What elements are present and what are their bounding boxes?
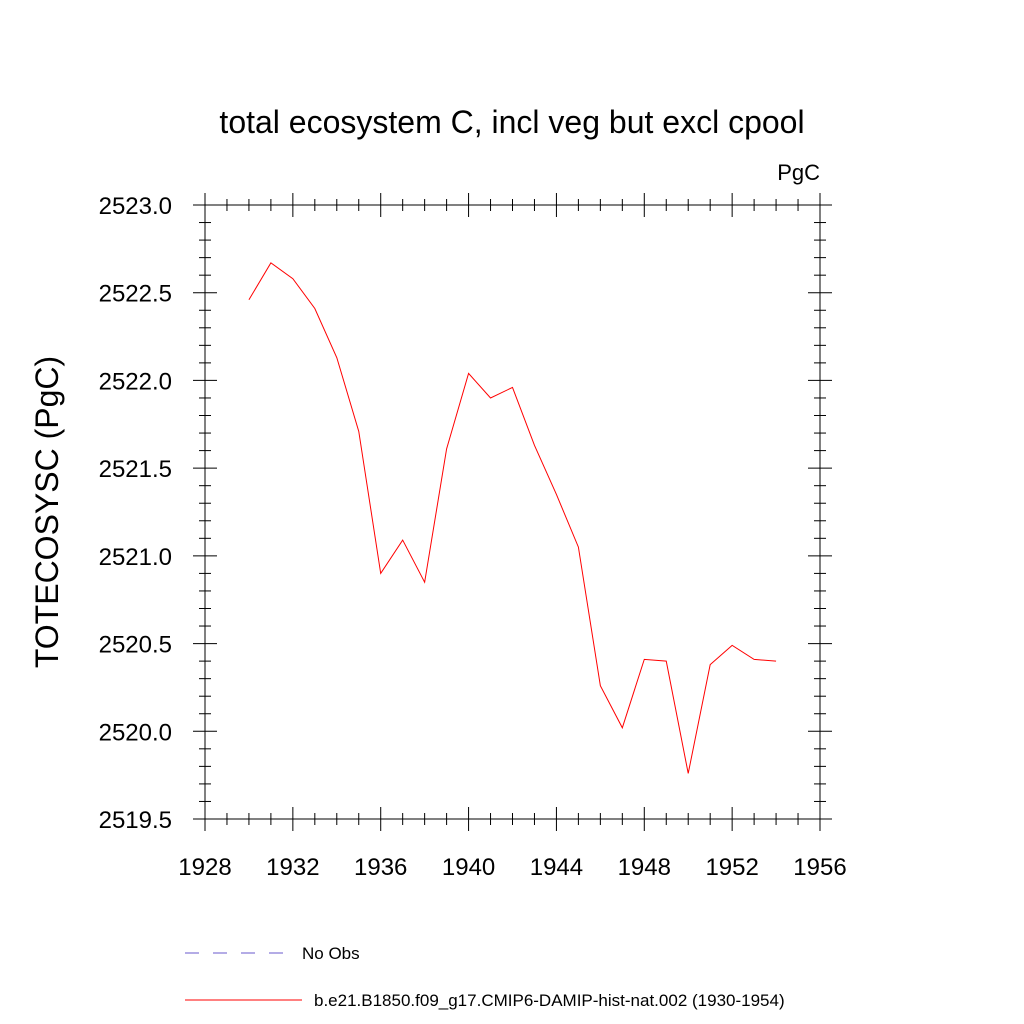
legend: No Obs b.e21.B1850.f09_g17.CMIP6-DAMIP-hi… [185,944,785,1010]
y-tick-label: 2521.5 [99,456,172,483]
y-tick-label: 2522.5 [99,281,172,308]
legend-label: No Obs [302,944,360,963]
x-tick-label: 1956 [793,854,846,881]
series-line [248,262,777,774]
x-tick-label: 1936 [354,854,407,881]
y-tick-label: 2521.0 [99,544,172,571]
x-tick-label: 1940 [442,854,495,881]
y-tick-label: 2520.0 [99,719,172,746]
y-tick-label: 2523.0 [99,193,172,220]
x-tick-label: 1932 [266,854,319,881]
ticks-layer: 2519.5 2520.0 2520.5 2521.0 2521.5 2522.0 2522… [99,193,847,881]
x-tick-label: 1952 [705,854,758,881]
plot-frame [204,204,821,820]
units-label: PgC [777,160,820,185]
y-tick-label: 2519.5 [99,807,172,834]
x-tick-label: 1928 [178,854,231,881]
y-tick-label: 2520.5 [99,632,172,659]
y-tick-label: 2522.0 [99,368,172,395]
x-tick-label: 1948 [618,854,671,881]
y-axis-label: TOTECOSYSC (PgC) [29,356,65,668]
legend-label: b.e21.B1850.f09_g17.CMIP6-DAMIP-hist-nat… [314,991,785,1010]
x-tick-label: 1944 [530,854,583,881]
series-layer [248,262,777,774]
chart-title: total ecosystem C, incl veg but excl cpo… [219,104,804,140]
